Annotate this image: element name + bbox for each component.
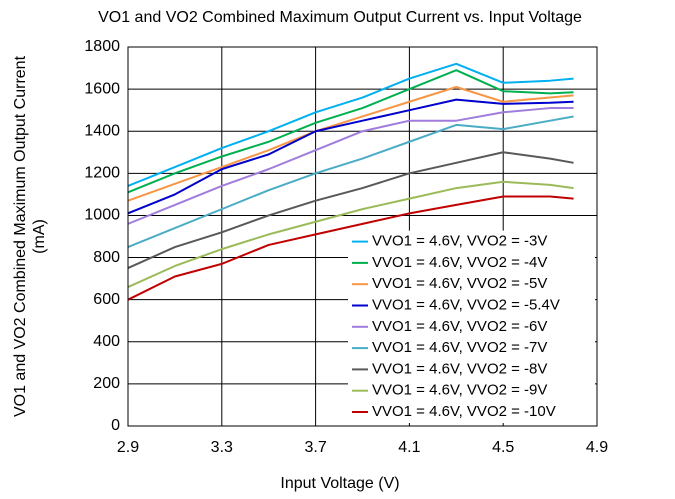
- legend-label: VVO1 = 4.6V, VVO2 = -4V: [372, 254, 547, 271]
- chart-title: VO1 and VO2 Combined Maximum Output Curr…: [98, 9, 582, 26]
- legend-label: VVO1 = 4.6V, VVO2 = -8V: [372, 360, 547, 377]
- series-line: [127, 98, 574, 215]
- y-tick-label: 1600: [84, 80, 120, 97]
- legend-label: VVO1 = 4.6V, VVO2 = -10V: [372, 403, 556, 420]
- y-tick-label: 1800: [84, 38, 120, 55]
- x-axis-label: Input Voltage (V): [280, 475, 399, 492]
- x-tick-label: 3.3: [211, 439, 233, 456]
- legend-label: VVO1 = 4.6V, VVO2 = -5V: [372, 275, 547, 292]
- series-line: [127, 195, 574, 301]
- legend-label: VVO1 = 4.6V, VVO2 = -6V: [372, 318, 547, 335]
- y-tick-label: 600: [93, 291, 120, 308]
- x-tick-label: 2.9: [117, 439, 139, 456]
- x-tick-label: 4.1: [398, 439, 420, 456]
- series-line: [127, 151, 574, 269]
- series-line: [127, 115, 574, 248]
- series-line: [127, 180, 574, 288]
- y-tick-label: 0: [111, 417, 120, 434]
- legend-label: VVO1 = 4.6V, VVO2 = -5.4V: [372, 296, 560, 313]
- series-line: [127, 69, 574, 194]
- series-line: [127, 86, 574, 202]
- y-tick-label: 1200: [84, 165, 120, 182]
- y-tick-label: 400: [93, 333, 120, 350]
- legend-label: VVO1 = 4.6V, VVO2 = -3V: [372, 233, 547, 250]
- y-tick-label: 1000: [84, 207, 120, 224]
- y-tick-label: 800: [93, 249, 120, 266]
- plot-border: [127, 46, 598, 427]
- series-line: [127, 62, 574, 187]
- x-tick-label: 4.5: [492, 439, 514, 456]
- legend-background: [348, 230, 595, 423]
- legend-label: VVO1 = 4.6V, VVO2 = -9V: [372, 382, 547, 399]
- x-tick-label: 4.9: [586, 439, 608, 456]
- series-line: [127, 107, 574, 225]
- x-tick-label: 3.7: [304, 439, 326, 456]
- y-tick-label: 1400: [84, 122, 120, 139]
- y-axis-label: VO1 and VO2 Combined Maximum Output Curr…: [12, 55, 48, 418]
- y-label-box: VO1 and VO2 Combined Maximum Output Curr…: [12, 55, 48, 418]
- legend-label: VVO1 = 4.6V, VVO2 = -7V: [372, 339, 547, 356]
- y-tick-label: 200: [93, 375, 120, 392]
